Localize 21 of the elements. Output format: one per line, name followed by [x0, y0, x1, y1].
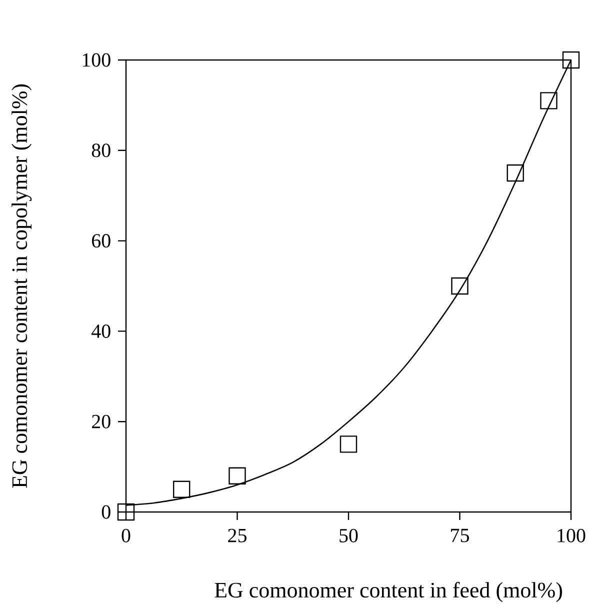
y-tick-label: 100 [82, 53, 110, 67]
point [540, 92, 558, 110]
point [562, 51, 580, 69]
point [228, 467, 246, 484]
x-axis-title: EG comonomer content in feed (mol%) [214, 582, 562, 602]
point [117, 503, 135, 521]
x-tick-label: 50 [340, 528, 358, 542]
x-tick-label: 75 [451, 528, 469, 542]
x-tick-label: 100 [558, 528, 586, 542]
y-axis-title: EG comonomer content in copolymer (mol%) [12, 84, 32, 488]
point [451, 277, 468, 295]
point [340, 436, 358, 453]
y-tick-label: 20 [92, 414, 110, 428]
y-tick-label: 40 [92, 324, 110, 338]
y-tick-label: 60 [92, 234, 110, 248]
point [506, 164, 524, 182]
y-tick-label: 80 [92, 144, 110, 158]
point [173, 480, 190, 498]
x-tick-label: 25 [228, 528, 246, 542]
y-tick-label: 0 [102, 505, 110, 519]
x-tick-label: 0 [122, 528, 130, 542]
